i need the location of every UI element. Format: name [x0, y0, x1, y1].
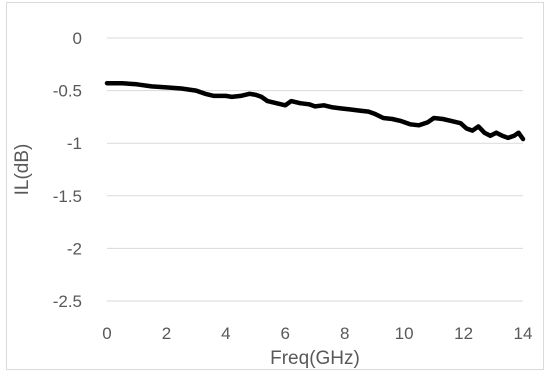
x-tick-label: 4: [221, 324, 230, 343]
y-tick-label: -1.5: [53, 187, 82, 206]
chart-frame: [6, 2, 544, 370]
x-tick-label: 0: [102, 324, 111, 343]
x-tick-label: 12: [454, 324, 473, 343]
y-tick-labels: 0 -0.5 -1 -1.5 -2 -2.5: [53, 29, 82, 311]
gridlines: [107, 37, 523, 302]
y-axis-title: IL(dB): [12, 144, 33, 196]
y-tick-label: -0.5: [53, 82, 82, 101]
y-tick-label: -1: [67, 134, 82, 153]
y-tick-label: -2: [67, 239, 82, 258]
x-tick-label: 2: [162, 324, 171, 343]
x-tick-label: 10: [395, 324, 414, 343]
x-tick-label: 8: [340, 324, 349, 343]
y-tick-label: 0: [73, 29, 82, 48]
x-tick-label: 14: [514, 324, 533, 343]
x-axis-title: Freq(GHz): [270, 348, 360, 369]
x-tick-labels: 0 2 4 6 8 10 12 14: [102, 324, 532, 343]
x-tick-label: 6: [281, 324, 290, 343]
series-line: [104, 80, 526, 142]
series-group: [104, 80, 526, 142]
y-tick-label: -2.5: [53, 292, 82, 311]
